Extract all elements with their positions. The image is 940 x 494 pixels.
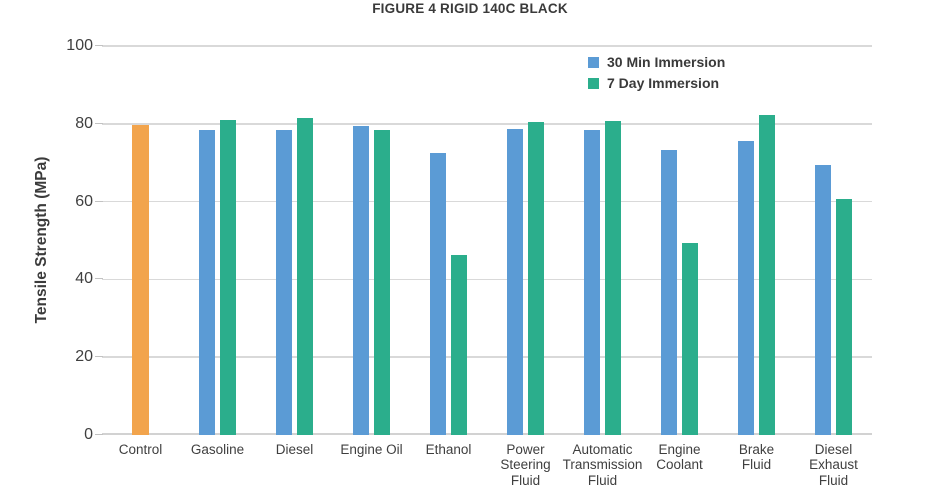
bar-power-steering-fluid-7-day-immersion <box>528 121 544 435</box>
bar-engine-coolant-7-day-immersion <box>682 242 698 435</box>
bar-group-engine-coolant <box>641 46 718 435</box>
x-label-diesel: Diesel <box>275 442 314 457</box>
x-label-control: Control <box>118 442 163 457</box>
y-tick-label-0: 0 <box>84 426 93 443</box>
x-label-engine-oil: Engine Oil <box>340 442 403 457</box>
bar-automatic-transmission-fluid-30-min-immersion <box>584 129 600 435</box>
x-label-automatic-transmission-fluid: Automatic Transmission Fluid <box>562 442 643 488</box>
bar-group-ethanol <box>410 46 487 435</box>
y-tick-label-100: 100 <box>66 37 93 54</box>
bar-group-diesel <box>256 46 333 435</box>
bar-diesel-exhaust-fluid-7-day-immersion <box>836 198 852 435</box>
bar-brake-fluid-7-day-immersion <box>759 115 775 435</box>
y-tick-80 <box>95 122 103 124</box>
bar-group-gasoline <box>179 46 256 435</box>
bar-automatic-transmission-fluid-7-day-immersion <box>605 121 621 435</box>
bar-brake-fluid-30-min-immersion <box>738 140 754 435</box>
bar-diesel-exhaust-fluid-30-min-immersion <box>815 164 831 435</box>
legend-label-7day: 7 Day Immersion <box>607 75 720 91</box>
bar-ethanol-30-min-immersion <box>430 153 446 435</box>
x-label-gasoline: Gasoline <box>190 442 245 457</box>
bar-power-steering-fluid-30-min-immersion <box>507 129 523 435</box>
bar-diesel-7-day-immersion <box>297 117 313 435</box>
x-label-power-steering-fluid: Power Steering Fluid <box>500 442 551 488</box>
legend: 30 Min Immersion 7 Day Immersion <box>588 54 725 91</box>
y-tick-60 <box>95 200 103 202</box>
x-label-brake-fluid: Brake Fluid <box>738 442 775 473</box>
y-tick-100 <box>95 45 103 46</box>
bar-engine-coolant-30-min-immersion <box>661 150 677 435</box>
y-axis-title: Tensile Strength (MPa) <box>33 156 50 324</box>
y-tick-0 <box>95 434 103 435</box>
x-label-engine-coolant: Engine Coolant <box>656 442 703 473</box>
legend-swatch-30min-icon <box>588 56 599 68</box>
bar-group-diesel-exhaust-fluid <box>795 46 872 435</box>
chart-title: FIGURE 4 RIGID 140C BLACK <box>372 1 568 16</box>
bar-ethanol-7-day-immersion <box>451 255 467 435</box>
legend-swatch-7day-icon <box>588 77 599 89</box>
bar-control-control <box>132 125 149 435</box>
bar-group-brake-fluid <box>718 46 795 435</box>
bar-gasoline-30-min-immersion <box>199 130 215 435</box>
y-tick-20 <box>95 356 103 358</box>
y-tick-40 <box>95 278 103 280</box>
bar-group-engine-oil <box>333 46 410 435</box>
y-tick-label-60: 60 <box>75 192 93 210</box>
bar-group-control <box>102 46 179 435</box>
legend-item-30min: 30 Min Immersion <box>588 54 725 70</box>
bar-gasoline-7-day-immersion <box>220 119 236 435</box>
bar-engine-oil-7-day-immersion <box>374 130 390 435</box>
bar-group-power-steering-fluid <box>487 46 564 435</box>
legend-label-30min: 30 Min Immersion <box>607 54 726 70</box>
gridline-40 <box>102 278 872 281</box>
bar-diesel-30-min-immersion <box>276 129 292 435</box>
gridline-60 <box>102 200 872 203</box>
plot-area <box>102 45 872 435</box>
y-tick-label-20: 20 <box>75 348 93 366</box>
gridline-20 <box>102 356 872 358</box>
bar-engine-oil-30-min-immersion <box>353 125 369 435</box>
y-tick-label-40: 40 <box>75 270 93 288</box>
y-tick-label-80: 80 <box>75 114 93 132</box>
bar-group-automatic-transmission-fluid <box>564 46 641 435</box>
gridline-0 <box>102 433 872 435</box>
gridline-100 <box>102 45 872 47</box>
x-label-ethanol: Ethanol <box>425 442 472 457</box>
gridline-80 <box>102 123 872 125</box>
legend-item-7day: 7 Day Immersion <box>588 75 725 91</box>
x-label-diesel-exhaust-fluid: Diesel Exhaust Fluid <box>809 442 858 488</box>
